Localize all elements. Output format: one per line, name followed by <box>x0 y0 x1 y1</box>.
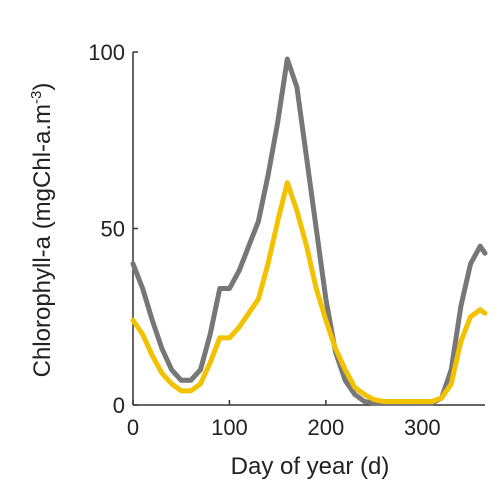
y-axis-label: Chlorophyll-a (mgChl-a.m-3) <box>28 83 56 378</box>
y-label-superscript: -3 <box>28 91 45 104</box>
x-tick-label: 300 <box>404 415 441 440</box>
y-tick-label: 0 <box>113 393 125 418</box>
y-tick-label: 100 <box>88 40 125 65</box>
y-label-text: Chlorophyll-a (mgChl-a.m <box>29 104 56 377</box>
x-tick-label: 200 <box>308 415 345 440</box>
y-label-close: ) <box>29 83 56 91</box>
x-tick-label: 0 <box>127 415 139 440</box>
data-line <box>130 56 488 406</box>
data-line <box>130 180 488 404</box>
y-tick-label: 50 <box>101 217 125 242</box>
x-axis-label: Day of year (d) <box>231 453 390 480</box>
x-tick-label: 100 <box>211 415 248 440</box>
